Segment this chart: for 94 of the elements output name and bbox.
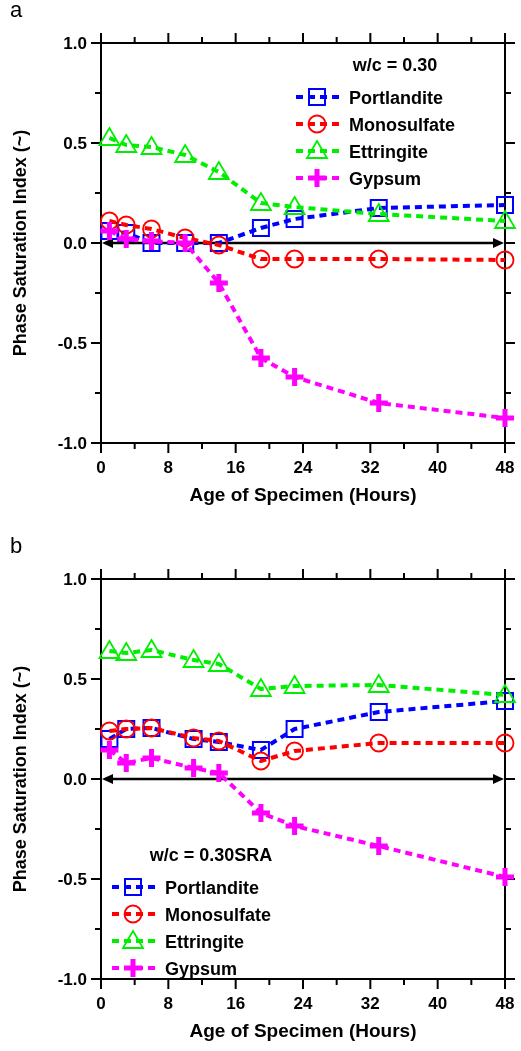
- point: [283, 814, 307, 838]
- point: [100, 730, 119, 748]
- point: [207, 653, 230, 672]
- point: [142, 219, 161, 239]
- y-tick-label: 1.0: [63, 34, 87, 53]
- point: [182, 649, 205, 668]
- point: [369, 733, 389, 753]
- x-tick-label: 40: [428, 458, 448, 477]
- point: [97, 738, 121, 762]
- chart-title: a: [10, 0, 23, 22]
- x-axis-title: Age of Specimen (Hours): [189, 484, 417, 505]
- point: [283, 675, 306, 694]
- point: [251, 219, 270, 237]
- point: [493, 865, 517, 889]
- x-tick-label: 16: [226, 994, 246, 1013]
- point: [494, 684, 516, 703]
- point: [367, 834, 391, 858]
- y-tick-label: 0.5: [63, 134, 87, 153]
- point: [495, 733, 515, 753]
- legend-label: Ettringite: [349, 142, 428, 162]
- point: [283, 365, 307, 389]
- legend-label: Gypsum: [349, 169, 422, 189]
- y-tick-label: -1.0: [57, 970, 87, 989]
- y-tick-label: -0.5: [57, 334, 87, 353]
- point: [142, 234, 161, 252]
- y-tick-label: -0.5: [57, 870, 87, 889]
- x-tick-label: 24: [293, 994, 313, 1013]
- point: [174, 144, 197, 163]
- point: [251, 741, 270, 759]
- point: [496, 196, 514, 214]
- point: [140, 229, 163, 253]
- point: [207, 271, 231, 295]
- x-tick-label: 8: [163, 994, 174, 1013]
- point: [115, 134, 138, 153]
- point: [367, 391, 391, 415]
- point: [285, 210, 304, 228]
- point: [100, 721, 119, 741]
- x-tick-label: 0: [96, 458, 106, 477]
- point: [98, 127, 121, 146]
- point: [207, 761, 231, 785]
- point: [369, 703, 388, 721]
- point: [367, 674, 390, 693]
- point: [367, 203, 390, 222]
- point: [283, 196, 306, 215]
- x-tick-label: 8: [163, 458, 174, 477]
- legend-label: Ettringite: [165, 932, 244, 952]
- legend-label: Portlandite: [349, 88, 444, 108]
- point: [249, 346, 273, 370]
- point: [251, 249, 271, 269]
- x-tick-label: 32: [360, 994, 380, 1013]
- legend-label: Gypsum: [165, 959, 238, 979]
- point: [100, 211, 119, 231]
- point: [285, 720, 304, 738]
- point: [285, 741, 304, 761]
- point: [116, 215, 136, 235]
- legend-label: Portlandite: [165, 878, 260, 898]
- point: [251, 751, 271, 771]
- point: [285, 249, 304, 269]
- x-tick-label: 32: [360, 458, 380, 477]
- point: [115, 642, 138, 661]
- x-tick-label: 40: [428, 994, 448, 1013]
- point: [182, 756, 206, 780]
- legend-label: Monosulfate: [349, 115, 455, 135]
- y-axis-title: Phase Saturation Index (~): [10, 129, 30, 357]
- point: [114, 751, 138, 775]
- point: [98, 640, 121, 659]
- point: [207, 161, 230, 180]
- point: [140, 746, 163, 770]
- x-tick-label: 24: [293, 458, 313, 477]
- chart-title: b: [10, 533, 23, 558]
- legend-title: w/c = 0.30: [351, 55, 438, 75]
- x-tick-label: 16: [226, 458, 246, 477]
- y-tick-label: 0.0: [63, 770, 87, 789]
- legend-title: w/c = 0.30SRA: [148, 845, 273, 865]
- x-tick-label: 0: [96, 994, 106, 1013]
- point: [250, 678, 272, 697]
- point: [140, 136, 163, 155]
- point: [494, 210, 516, 229]
- y-tick-label: 1.0: [63, 570, 87, 589]
- point: [140, 639, 163, 658]
- point: [493, 406, 517, 430]
- x-tick-label: 48: [495, 994, 515, 1013]
- y-axis-title: Phase Saturation Index (~): [10, 665, 30, 893]
- point: [250, 192, 272, 211]
- point: [495, 250, 515, 270]
- x-tick-label: 48: [495, 458, 515, 477]
- point: [114, 227, 138, 251]
- point: [249, 801, 273, 825]
- point: [369, 249, 389, 269]
- x-axis-title: Age of Specimen (Hours): [189, 1020, 417, 1041]
- y-tick-label: 0.0: [63, 234, 87, 253]
- legend-label: Monosulfate: [165, 905, 271, 925]
- y-tick-label: 0.5: [63, 670, 87, 689]
- y-tick-label: -1.0: [57, 434, 87, 453]
